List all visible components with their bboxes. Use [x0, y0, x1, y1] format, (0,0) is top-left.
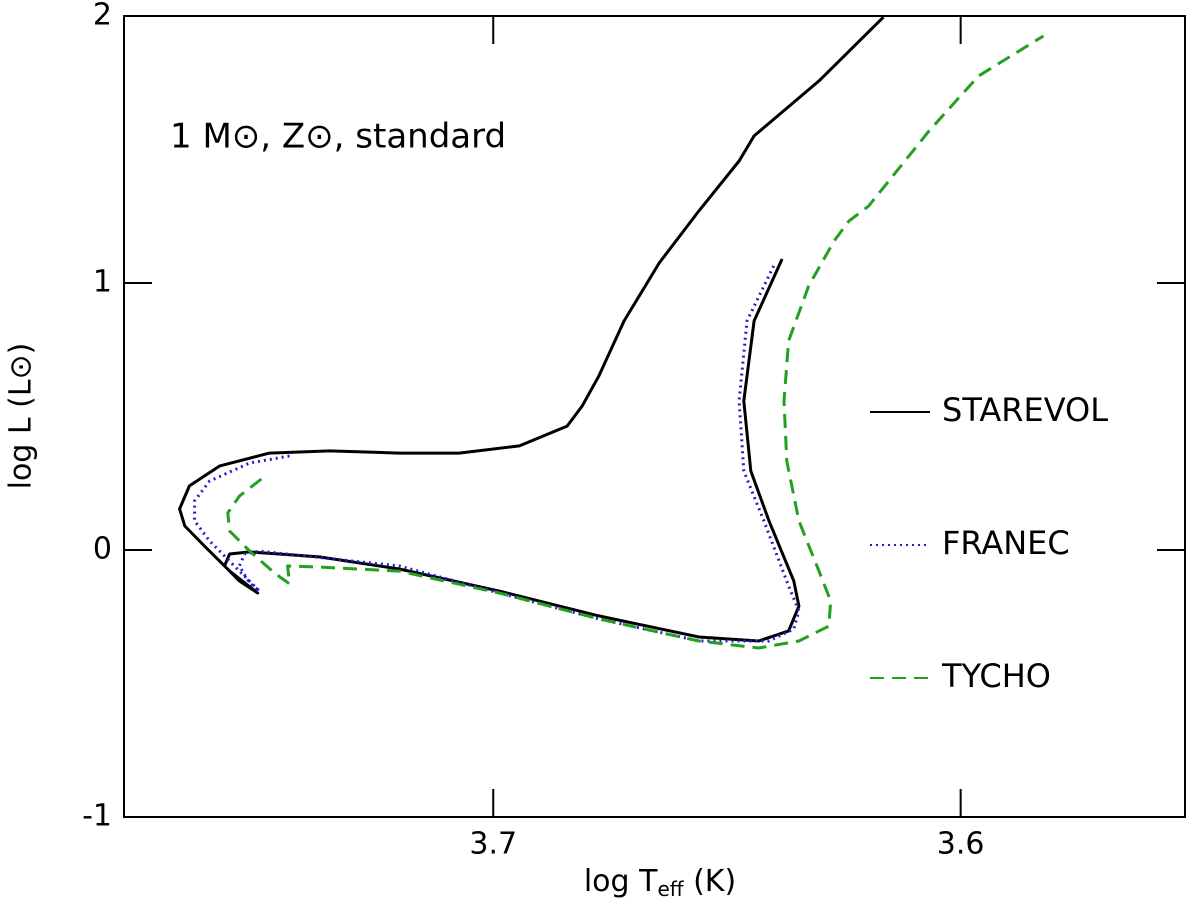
y-tick-label: -1: [82, 799, 112, 834]
annotation: 1 M⊙, Z⊙, standard: [170, 117, 506, 157]
series-line: [178, 16, 885, 643]
plot-area: [178, 16, 1045, 650]
x-label-sub: eff: [657, 877, 684, 901]
x-label-main: log T: [584, 864, 658, 899]
x-tick-label: 3.6: [937, 827, 985, 862]
legend-label: FRANEC: [942, 524, 1070, 562]
y-tick-label: 0: [93, 532, 112, 567]
series-line: [226, 34, 1045, 650]
x-tick-label: 3.7: [469, 827, 517, 862]
plot-frame: [123, 15, 1186, 818]
x-label-end: (K): [684, 864, 737, 899]
y-tick-label: 1: [93, 265, 112, 300]
y-axis-label: log L (L⊙): [4, 343, 39, 490]
legend-label: TYCHO: [941, 657, 1051, 695]
y-tick-label: 2: [93, 0, 112, 33]
series-line: [193, 265, 801, 643]
legend-label: STAREVOL: [942, 391, 1108, 429]
x-axis-label: log Teff (K): [584, 864, 736, 901]
